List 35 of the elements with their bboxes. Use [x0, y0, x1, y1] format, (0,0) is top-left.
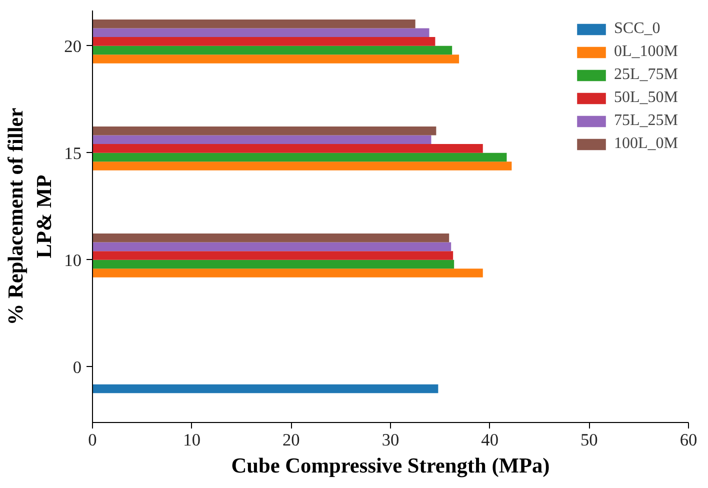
bar [92, 384, 438, 394]
bar [92, 260, 454, 269]
legend-label: SCC_0 [614, 20, 660, 38]
bar [92, 144, 483, 153]
y-tick-label: 0 [72, 358, 82, 377]
bar [92, 135, 432, 144]
bar [92, 268, 483, 278]
bar [92, 162, 512, 170]
y-axis-title: % Replacement of filler LP& MP [3, 107, 56, 326]
bar [92, 19, 416, 28]
bar [92, 46, 452, 55]
x-tick-label: 0 [88, 430, 97, 450]
legend-label: 50L_50M [614, 89, 678, 107]
bar [92, 152, 507, 162]
bar [92, 242, 452, 252]
legend-label: 75L_25M [614, 112, 678, 130]
x-tick-label: 60 [680, 430, 698, 450]
x-tick-label: 10 [183, 430, 200, 450]
x-tick-label: 20 [282, 430, 300, 450]
bar [92, 234, 450, 242]
x-tick-label: 40 [481, 430, 498, 450]
legend-label: 100L_0M [614, 135, 678, 153]
x-tick-label: 50 [580, 430, 598, 450]
y-tick-label: 20 [64, 36, 82, 56]
legend-label: 0L_100M [614, 43, 678, 61]
y-tick-label: 15 [64, 144, 82, 163]
y-tick-label: 10 [64, 250, 82, 270]
x-tick-label: 30 [382, 430, 400, 450]
legend-label: 25L_75M [614, 66, 678, 84]
bar [92, 251, 454, 260]
bar [92, 126, 436, 136]
bar [92, 28, 430, 38]
x-axis-title: Cube Compressive Strength (MPa) [231, 454, 550, 478]
bar [92, 37, 436, 46]
bar [92, 54, 460, 64]
